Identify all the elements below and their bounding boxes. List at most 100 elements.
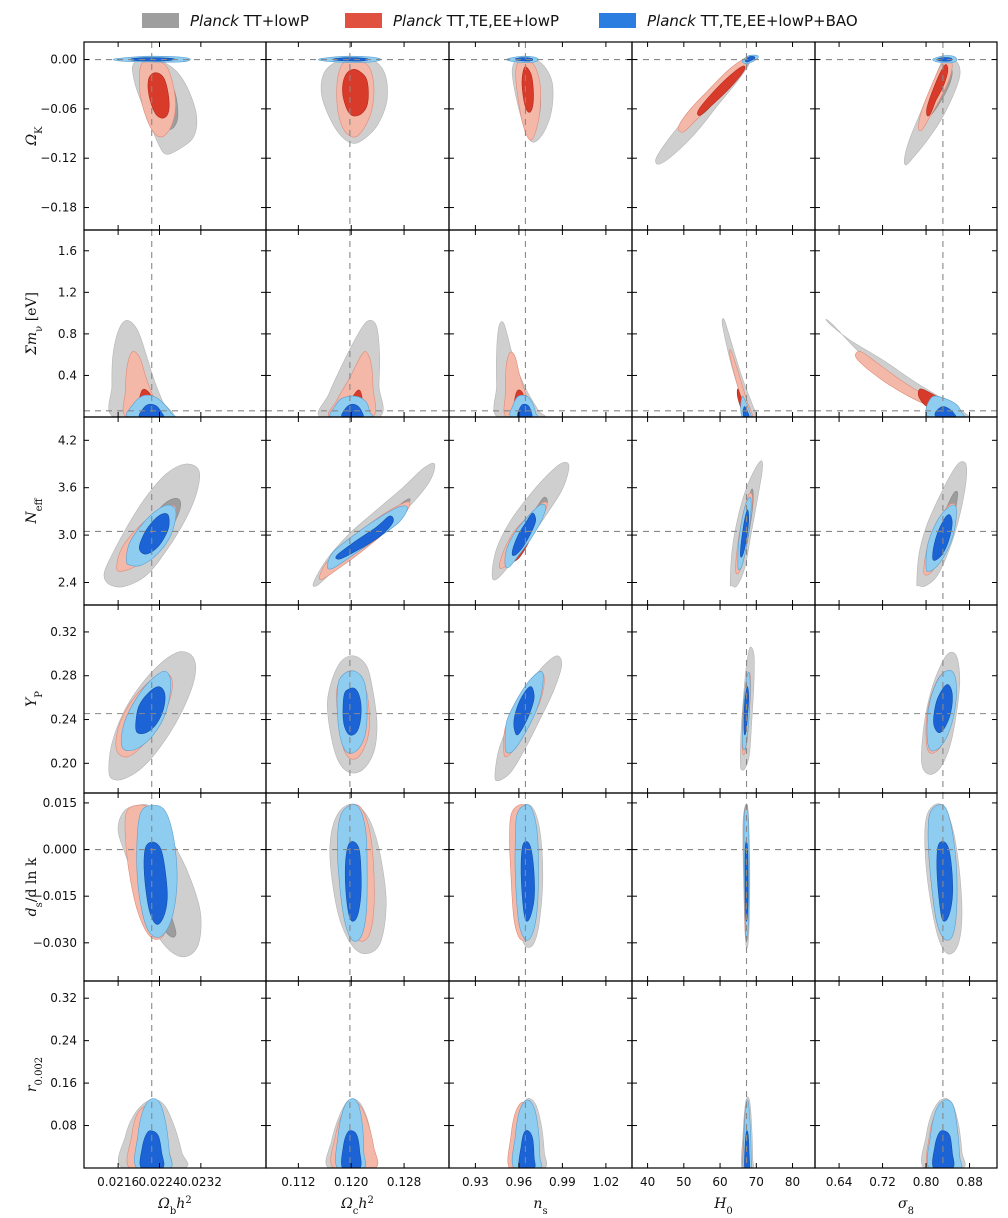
panel-frame — [265, 416, 450, 606]
panel-frames — [83, 41, 998, 1169]
panel-Y_P-vs-omega_b — [84, 605, 266, 793]
x-tick-label: 0.128 — [387, 1175, 421, 1189]
legend-entry-2: Planck TT,TE,EE+lowP — [345, 12, 559, 30]
y-tick-label: 0.00 — [50, 53, 77, 67]
legend-entry-1: Planck TT+lowP — [142, 12, 309, 30]
y-tick-label: −0.015 — [33, 889, 77, 903]
panel-frame — [814, 416, 998, 606]
panel-n_eff-vs-sigma8 — [815, 417, 997, 605]
panel-frame — [631, 792, 816, 982]
panel-r_0002-vs-omega_c — [325, 981, 379, 1168]
panel-omega_k-vs-omega_b — [84, 42, 266, 230]
x-tick-label: 0.99 — [549, 1175, 576, 1189]
y-tick-label: 0.015 — [43, 796, 77, 810]
contour-blue-inner — [344, 841, 362, 922]
x-tick-label: 40 — [640, 1175, 655, 1189]
y-axis-title-sub: 0.002 — [34, 1057, 45, 1086]
contour-grey-outer — [721, 318, 758, 417]
x-tick-label: 1.02 — [593, 1175, 620, 1189]
y-axis-title-tail: /d ln k — [24, 857, 40, 902]
panel-frame — [814, 604, 998, 794]
y-axis-title: r0.002 — [24, 1057, 45, 1092]
y-tick-label: 0.20 — [50, 756, 77, 770]
x-axis-title-main: n — [533, 1196, 542, 1212]
y-axis-title-sub: s — [34, 902, 45, 907]
panel-omega_k-vs-sigma8 — [815, 42, 997, 230]
panel-sum_mnu-vs-H0 — [632, 230, 815, 417]
legend-label: Planck TT,TE,EE+lowP — [393, 12, 559, 30]
y-tick-label: 0.32 — [50, 991, 77, 1005]
x-axis-title: ns — [533, 1196, 547, 1217]
y-tick-label: 0.16 — [50, 1076, 77, 1090]
legend-swatch — [142, 13, 179, 28]
panel-frame — [631, 980, 816, 1169]
x-axis-title-sub: c — [353, 1206, 359, 1217]
panel-Y_P-vs-H0 — [632, 605, 815, 793]
y-axis-title: Σmν [eV] — [24, 292, 45, 356]
contour-blue-inner — [932, 514, 953, 561]
contour-blue-inner — [335, 515, 394, 560]
y-axis-title-main: r — [24, 1084, 40, 1092]
contour-blue-inner — [341, 403, 364, 417]
contour-blue-inner — [143, 841, 168, 925]
contour-red-outer — [729, 349, 754, 417]
y-tick-label: 0.24 — [50, 713, 77, 727]
x-axis-title-main: Ω — [340, 1196, 353, 1212]
tick-marks — [84, 42, 997, 1168]
x-tick-label: 0.0216 — [97, 1175, 139, 1189]
x-axis-title-tail: h — [358, 1196, 367, 1212]
panel-sum_mnu-vs-omega_c — [266, 230, 449, 417]
panel-r_0002-vs-omega_b — [118, 981, 189, 1168]
x-axis-title: H0 — [713, 1196, 733, 1217]
x-tick-label: 70 — [749, 1175, 764, 1189]
x-axis-title-sub: 0 — [726, 1206, 732, 1217]
y-axis-title-main: N — [24, 511, 40, 525]
x-tick-label: 80 — [785, 1175, 800, 1189]
y-axis-title-tail: [eV] — [24, 292, 40, 326]
legend-label-rest: TT,TE,EE+lowP — [442, 12, 559, 30]
legend-label-prefix: Planck — [190, 12, 240, 30]
y-axis-title-sub: K — [34, 126, 45, 134]
y-axis-title: ΩK — [24, 126, 45, 147]
x-tick-label: 0.88 — [956, 1175, 983, 1189]
y-tick-label: 1.6 — [58, 244, 77, 258]
y-axis-title-main: Σm — [24, 332, 40, 356]
panel-n_eff-vs-n_s — [449, 417, 632, 605]
contour-blue-inner — [934, 406, 957, 417]
panel-frame — [631, 416, 816, 606]
y-tick-label: −0.18 — [40, 201, 77, 215]
x-axis-title-sup: 2 — [185, 1195, 191, 1206]
contour-blue-inner — [138, 513, 170, 555]
y-tick-label: 2.4 — [58, 575, 77, 589]
contour-blue-inner — [513, 686, 535, 736]
x-tick-label: 0.80 — [913, 1175, 940, 1189]
legend: Planck TT+lowP Planck TT,TE,EE+lowP Planck… — [142, 12, 858, 30]
x-tick-label: 50 — [676, 1175, 691, 1189]
panel-n_eff-vs-omega_c — [266, 417, 449, 605]
legend-label-prefix: Planck — [393, 12, 443, 30]
y-tick-label: −0.06 — [40, 102, 77, 116]
panel-sum_mnu-vs-omega_b — [84, 230, 266, 417]
contour-blue-inner — [520, 841, 535, 922]
y-tick-label: 3.6 — [58, 481, 77, 495]
y-tick-label: 0.24 — [50, 1034, 77, 1048]
panel-n_eff-vs-omega_b — [84, 417, 266, 605]
y-axis-title-main: Y — [24, 696, 40, 707]
x-tick-label: 0.0224 — [138, 1175, 180, 1189]
contour-blue-inner — [511, 512, 536, 556]
x-tick-label: 0.96 — [506, 1175, 533, 1189]
x-tick-label: 0.120 — [334, 1175, 368, 1189]
legend-label-rest: TT+lowP — [239, 12, 309, 30]
legend-label: Planck TT+lowP — [190, 12, 309, 30]
panel-dns_dlnk-vs-n_s — [449, 793, 632, 981]
panel-frame — [814, 41, 998, 231]
y-tick-label: 0.8 — [58, 327, 77, 341]
panel-frame — [814, 792, 998, 982]
y-tick-label: 0.000 — [43, 843, 77, 857]
x-axis-title-main: Ω — [157, 1196, 170, 1212]
y-axis-title-sub: eff — [34, 497, 45, 511]
panel-frame — [83, 229, 267, 418]
panel-dns_dlnk-vs-omega_b — [84, 793, 266, 981]
x-tick-label: 60 — [712, 1175, 727, 1189]
y-tick-label: 0.32 — [50, 625, 77, 639]
